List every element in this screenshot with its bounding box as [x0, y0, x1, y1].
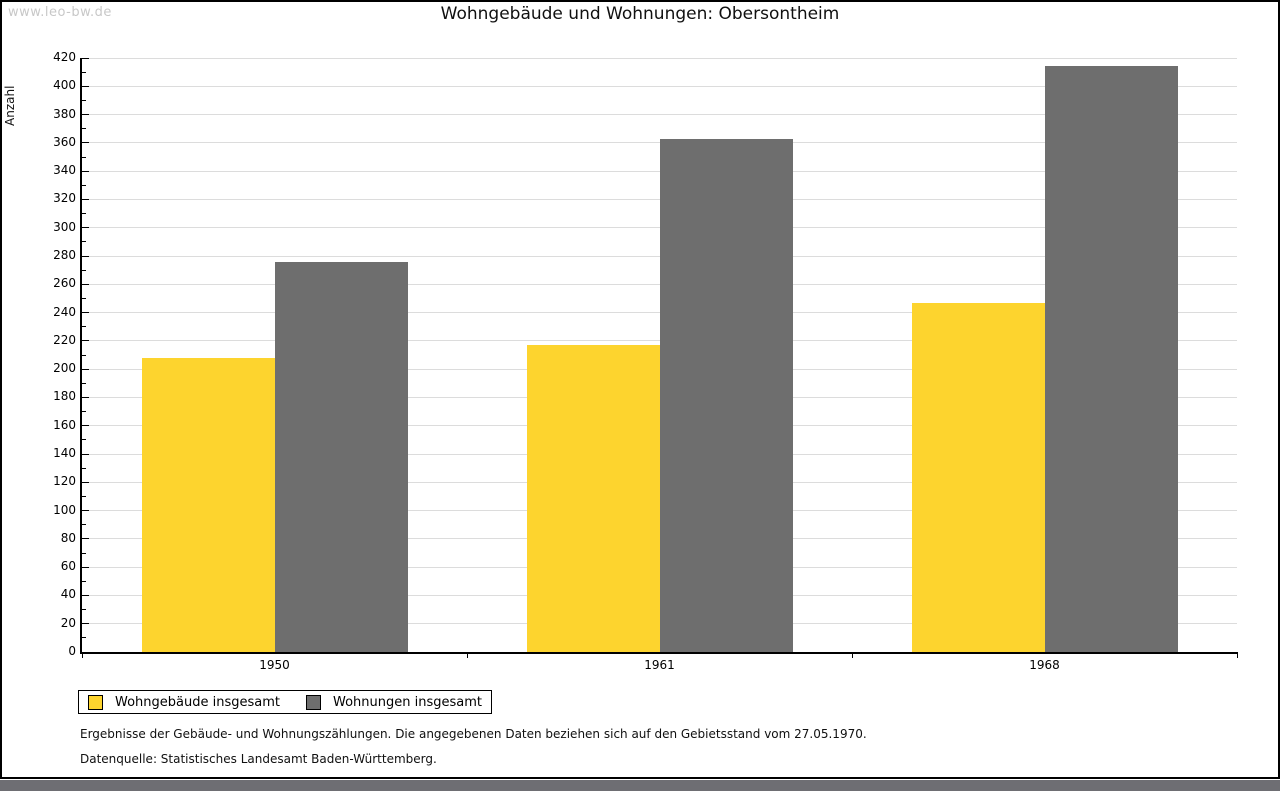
y-tick-minor: [82, 241, 86, 243]
y-tick-major: [82, 114, 89, 116]
watermark: www.leo-bw.de: [8, 5, 112, 20]
chart-title: Wohngebäude und Wohnungen: Obersontheim: [440, 4, 840, 24]
y-axis-label: Anzahl: [3, 85, 17, 126]
gridline: [82, 85, 1237, 87]
y-tick-major: [82, 255, 89, 257]
gridline: [82, 114, 1237, 116]
y-tick-major: [82, 85, 89, 87]
y-tick-minor: [82, 382, 86, 384]
y-tick-minor: [82, 128, 86, 130]
bar-wohnungen-1968: [1044, 66, 1178, 652]
y-tick-label: 80: [60, 530, 76, 545]
y-tick-major: [82, 651, 89, 653]
bottom-strip: [0, 780, 1280, 791]
y-tick-label: 0: [68, 644, 76, 658]
y-tick-label: 300: [53, 219, 76, 234]
y-tick-minor: [82, 354, 86, 356]
y-tick-major: [82, 57, 89, 59]
y-tick-major: [82, 312, 89, 314]
y-tick-major: [82, 623, 89, 625]
y-tick-major: [82, 283, 89, 285]
footnote: Ergebnisse der Gebäude- und Wohnungszähl…: [80, 727, 867, 741]
y-tick-label: 140: [53, 446, 76, 460]
y-tick-major: [82, 453, 89, 455]
plot-area: 0 20 40 60 80 100 120 140 160 180 200 220 240 260 280 3…: [53, 50, 1238, 672]
y-tick-minor: [82, 71, 86, 73]
legend-label-wohnungen: Wohnungen insgesamt: [333, 694, 482, 710]
bar-wohngebaeude-1968: [911, 302, 1045, 652]
y-tick-major: [82, 425, 89, 427]
y-tick-minor: [82, 156, 86, 158]
y-tick-major: [82, 227, 89, 229]
y-tick-major: [82, 396, 89, 398]
y-tick-label: 120: [53, 474, 76, 489]
y-tick-label: 400: [53, 78, 76, 93]
y-tick-label: 20: [60, 615, 76, 630]
y-tick-minor: [82, 524, 86, 526]
y-tick-minor: [82, 269, 86, 271]
y-tick-label: 260: [53, 276, 76, 291]
x-tick-label: 1950: [259, 658, 290, 672]
y-tick-label: 340: [53, 163, 76, 178]
y-tick-major: [82, 538, 89, 540]
y-tick-label: 60: [60, 559, 76, 574]
y-tick-label: 420: [53, 50, 76, 64]
y-tick-label: 240: [53, 304, 76, 319]
legend-item-wohnungen: Wohnungen insgesamt: [306, 694, 482, 710]
y-tick-major: [82, 481, 89, 483]
bar-wohngebaeude-1950: [141, 357, 275, 652]
y-tick-minor: [82, 326, 86, 328]
bar-wohnungen-1961: [659, 138, 793, 652]
legend-swatch-wohnungen: [306, 694, 321, 710]
y-tick-minor: [82, 467, 86, 469]
gridline: [82, 57, 1237, 59]
y-tick-major: [82, 142, 89, 144]
legend-swatch-wohngebaeude: [88, 694, 103, 710]
y-tick-label: 200: [53, 361, 76, 376]
y-tick-label: 380: [53, 106, 76, 121]
y-tick-label: 160: [53, 417, 76, 432]
data-source: Datenquelle: Statistisches Landesamt Bad…: [80, 752, 437, 766]
y-tick-minor: [82, 495, 86, 497]
x-axis-tick: [81, 652, 83, 658]
y-tick-minor: [82, 637, 86, 639]
y-tick-label: 320: [53, 191, 76, 206]
x-axis-tick: [1236, 652, 1238, 658]
y-tick-label: 280: [53, 248, 76, 262]
legend: Wohngebäude insgesamt Wohnungen insgesam…: [78, 690, 492, 714]
y-tick-major: [82, 340, 89, 342]
y-tick-major: [82, 198, 89, 200]
legend-label-wohngebaeude: Wohngebäude insgesamt: [115, 694, 280, 710]
x-tick-label: 1968: [1029, 658, 1060, 672]
y-tick-minor: [82, 411, 86, 413]
y-tick-minor: [82, 439, 86, 441]
y-tick-major: [82, 566, 89, 568]
y-tick-major: [82, 510, 89, 512]
y-tick-major: [82, 170, 89, 172]
y-tick-label: 40: [60, 587, 76, 602]
y-tick-label: 180: [53, 389, 76, 404]
y-tick-label: 220: [53, 332, 76, 347]
bar-wohnungen-1950: [274, 261, 408, 652]
y-tick-major: [82, 594, 89, 596]
x-axis-tick: [851, 652, 853, 658]
y-tick-minor: [82, 609, 86, 611]
y-tick-minor: [82, 213, 86, 215]
x-axis-tick: [466, 652, 468, 658]
y-tick-minor: [82, 552, 86, 554]
y-tick-minor: [82, 580, 86, 582]
y-tick-major: [82, 368, 89, 370]
y-tick-label: 100: [53, 502, 76, 517]
y-tick-minor: [82, 297, 86, 299]
legend-item-wohngebaeude: Wohngebäude insgesamt: [88, 694, 280, 710]
y-tick-label: 360: [53, 134, 76, 149]
y-tick-minor: [82, 184, 86, 186]
y-tick-minor: [82, 99, 86, 101]
x-tick-label: 1961: [644, 658, 675, 672]
bar-wohngebaeude-1961: [526, 345, 660, 652]
